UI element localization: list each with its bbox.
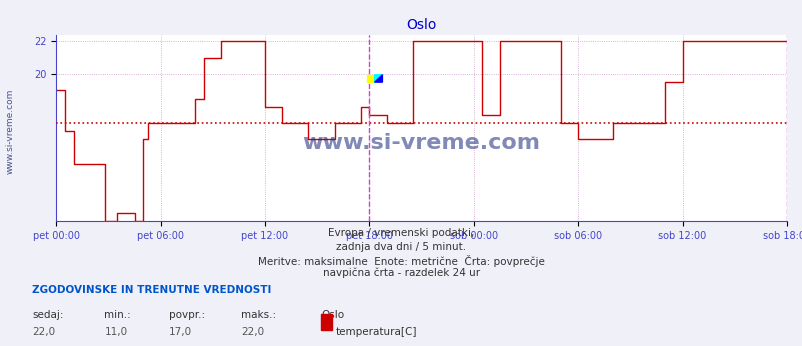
Text: temperatura[C]: temperatura[C]: [335, 327, 416, 337]
Text: www.si-vreme.com: www.si-vreme.com: [302, 133, 540, 153]
Text: zadnja dva dni / 5 minut.: zadnja dva dni / 5 minut.: [336, 242, 466, 252]
Polygon shape: [374, 75, 382, 82]
Text: Meritve: maksimalne  Enote: metrične  Črta: povprečje: Meritve: maksimalne Enote: metrične Črta…: [257, 255, 545, 267]
Text: maks.:: maks.:: [241, 310, 276, 320]
FancyBboxPatch shape: [367, 75, 374, 82]
Text: Evropa / vremenski podatki,: Evropa / vremenski podatki,: [328, 228, 474, 238]
Polygon shape: [374, 75, 382, 82]
Text: navpična črta - razdelek 24 ur: navpična črta - razdelek 24 ur: [322, 268, 480, 278]
Title: Oslo: Oslo: [406, 18, 436, 32]
Text: Oslo: Oslo: [321, 310, 344, 320]
Text: sedaj:: sedaj:: [32, 310, 63, 320]
Text: povpr.:: povpr.:: [168, 310, 205, 320]
Text: 11,0: 11,0: [104, 327, 128, 337]
Text: www.si-vreme.com: www.si-vreme.com: [5, 89, 14, 174]
Text: 22,0: 22,0: [32, 327, 55, 337]
Text: min.:: min.:: [104, 310, 131, 320]
Text: ZGODOVINSKE IN TRENUTNE VREDNOSTI: ZGODOVINSKE IN TRENUTNE VREDNOSTI: [32, 285, 271, 295]
Text: 22,0: 22,0: [241, 327, 264, 337]
Text: 17,0: 17,0: [168, 327, 192, 337]
